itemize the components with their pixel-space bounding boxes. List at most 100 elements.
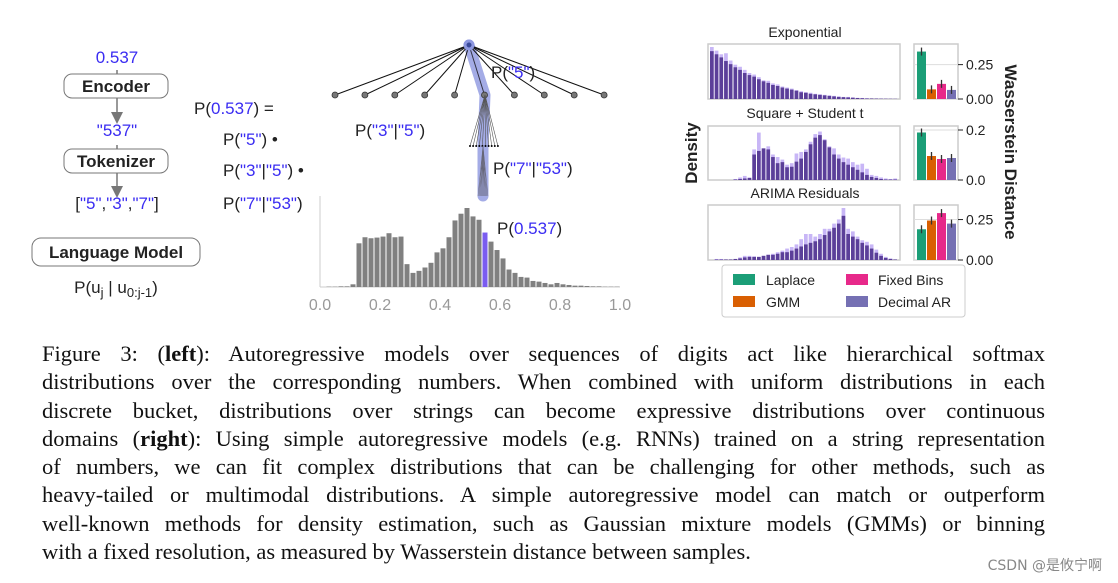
tree-node xyxy=(484,145,487,147)
model-density-bar xyxy=(818,239,822,260)
wasserstein-bar xyxy=(917,132,926,180)
histogram-bar xyxy=(584,285,590,287)
model-density-bar xyxy=(785,167,789,180)
true-density-bar xyxy=(719,258,724,260)
tree-node xyxy=(469,145,471,147)
tree-labels: P("5") P("3"|"5") P("7"|"53") P(0.537) xyxy=(355,63,573,238)
model-density-bar xyxy=(804,92,808,99)
caption-bold: left xyxy=(165,341,197,366)
histogram-bar xyxy=(512,272,518,287)
model-density-bar xyxy=(747,177,752,180)
histogram-bar xyxy=(404,264,410,287)
model-density-bar xyxy=(794,161,799,180)
factorization-term: P("5") • xyxy=(223,130,278,149)
model-density-bar xyxy=(789,89,794,99)
model-density-bar xyxy=(846,97,850,99)
digit-tree xyxy=(331,39,608,202)
histogram-bar xyxy=(560,284,566,287)
tree-edge xyxy=(364,44,470,96)
model-density-bar xyxy=(789,250,794,260)
true-density-bar xyxy=(879,177,883,180)
tree-node xyxy=(472,145,475,147)
histogram-bar xyxy=(380,236,386,287)
tree-node xyxy=(487,145,490,147)
label-p3-given-5: P("3"|"5") xyxy=(355,121,425,140)
y-tick-label: 0.25 xyxy=(966,57,993,73)
model-density-bar xyxy=(780,87,785,99)
caption-line: domains (right): Using simple autoregres… xyxy=(42,425,1045,453)
model-density-bar xyxy=(851,97,855,99)
model-density-bar xyxy=(827,231,832,260)
caption-bold: right xyxy=(140,425,188,451)
model-density-bar xyxy=(818,135,822,180)
histogram-bar xyxy=(488,241,494,287)
model-density-bar xyxy=(846,234,850,260)
panel-title: Square + Student t xyxy=(746,105,863,121)
model-density-bar xyxy=(841,97,846,99)
legend-swatch-decimal-ar xyxy=(846,296,868,307)
model-density-bar xyxy=(855,169,860,180)
tree-edge xyxy=(468,44,485,96)
tree-edge xyxy=(482,94,486,147)
model-density-bar xyxy=(813,241,818,260)
y-tick-label: 0.00 xyxy=(966,91,993,107)
factorization-term: P("3"|"5") • xyxy=(223,161,304,180)
legend-label: GMM xyxy=(766,294,800,310)
model-density-bar xyxy=(860,172,865,180)
tree-node xyxy=(570,91,578,99)
watermark: CSDN @是攸宁啊 xyxy=(987,558,1102,574)
x-tick-label: 1.0 xyxy=(609,297,631,314)
model-density-bar xyxy=(888,258,893,260)
encoder-label: Encoder xyxy=(82,77,150,96)
tree-edge xyxy=(479,94,486,147)
model-density-bar xyxy=(761,148,766,180)
caption-line: of numbers, we can fit complex distribut… xyxy=(42,453,1045,481)
model-density-bar xyxy=(728,259,733,260)
model-density-bar xyxy=(832,96,836,99)
input-value: 0.537 xyxy=(96,48,139,67)
legend-label: Decimal AR xyxy=(878,294,951,310)
number-histogram: 0.0 0.2 0.4 0.6 0.8 1.0 xyxy=(309,196,631,314)
legend-swatch-laplace xyxy=(733,274,755,285)
model-density-bar xyxy=(738,178,742,180)
model-density-bar xyxy=(775,253,780,260)
model-density-bar xyxy=(771,84,775,99)
caption-text: ): Using simple autoregressive models (e… xyxy=(187,425,1045,451)
model-density-bar xyxy=(757,79,761,99)
x-tick-label: 0.6 xyxy=(489,297,511,314)
histogram-bar xyxy=(500,258,506,287)
true-density-bar xyxy=(865,168,869,180)
histogram-bar xyxy=(536,281,542,287)
model-density-bar xyxy=(865,245,869,260)
histogram-bar xyxy=(344,286,350,287)
tree-node xyxy=(490,145,493,147)
model-density-bar xyxy=(827,147,832,180)
wasserstein-bar xyxy=(947,89,956,99)
model-density-bar xyxy=(851,236,855,260)
histogram-bar xyxy=(572,285,578,287)
tree-node xyxy=(421,91,429,99)
model-density-bar xyxy=(780,252,785,260)
model-density-bar xyxy=(771,157,775,180)
histogram-bar xyxy=(446,237,452,287)
true-density-bar xyxy=(714,258,719,260)
y-tick-label: 0.0 xyxy=(966,172,986,188)
wasserstein-bar xyxy=(927,220,936,260)
model-density-bar xyxy=(719,259,724,260)
tokenizer-box xyxy=(63,148,169,174)
model-density-bar xyxy=(832,227,836,260)
histogram-bar xyxy=(458,213,464,287)
tree-node xyxy=(361,91,369,99)
model-density-bar xyxy=(883,179,888,180)
model-density-bar xyxy=(733,258,738,260)
model-density-bar xyxy=(742,73,747,99)
histogram-bar xyxy=(464,208,470,287)
model-density-bar xyxy=(869,248,874,260)
true-density-bar xyxy=(888,178,893,180)
tree-edge xyxy=(394,44,470,96)
figure: 0.537 Encoder "537" Tokenizer ["5","3","… xyxy=(31,24,1020,318)
string-value: "537" xyxy=(97,121,137,140)
model-density-bar xyxy=(733,179,738,180)
model-density-bar xyxy=(766,82,771,99)
tree-node xyxy=(451,91,459,99)
